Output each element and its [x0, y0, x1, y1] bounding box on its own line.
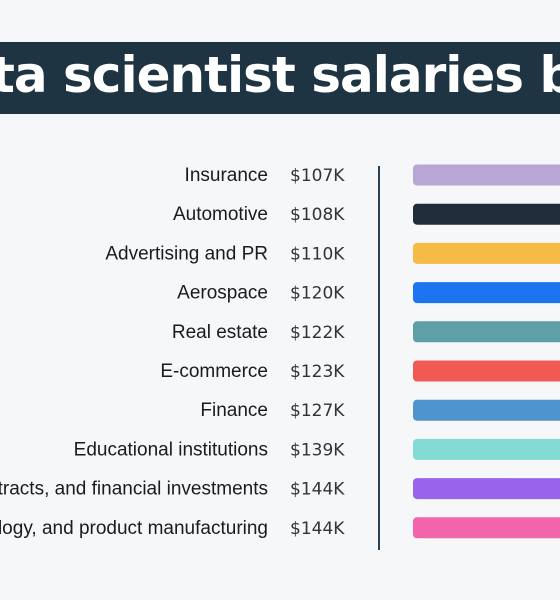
value-label: $127K — [290, 401, 345, 421]
category-label: E-commerce — [160, 361, 268, 382]
value-label: $123K — [290, 362, 345, 382]
category-label: Aerospace — [177, 283, 268, 304]
category-label: Automotive — [173, 204, 268, 225]
bar — [413, 164, 560, 186]
value-label: $120K — [290, 284, 345, 304]
bar — [413, 282, 560, 304]
value-label: $144K — [290, 519, 345, 539]
category-label: nology, and product manufacturing — [0, 518, 268, 539]
bar — [413, 360, 560, 382]
value-label: $110K — [290, 244, 345, 264]
bar — [413, 321, 560, 343]
value-label: $139K — [290, 440, 345, 460]
bar — [413, 399, 560, 421]
category-label: Insurance — [185, 165, 268, 186]
category-label: Finance — [200, 400, 268, 421]
chart-title: ta scientist salaries by indus — [0, 46, 560, 104]
bar — [413, 438, 560, 460]
value-label: $107K — [290, 166, 345, 186]
category-label: contracts, and financial investments — [0, 479, 268, 500]
bar — [413, 203, 560, 225]
category-label: Real estate — [172, 322, 268, 343]
bar — [413, 242, 560, 264]
value-label: $122K — [290, 323, 345, 343]
category-label: Educational institutions — [74, 439, 268, 460]
bar — [413, 517, 560, 539]
bar — [413, 478, 560, 500]
title-bar: ta scientist salaries by indus — [0, 42, 560, 114]
value-label: $144K — [290, 480, 345, 500]
category-label: Advertising and PR — [105, 243, 268, 264]
value-label: $108K — [290, 205, 345, 225]
